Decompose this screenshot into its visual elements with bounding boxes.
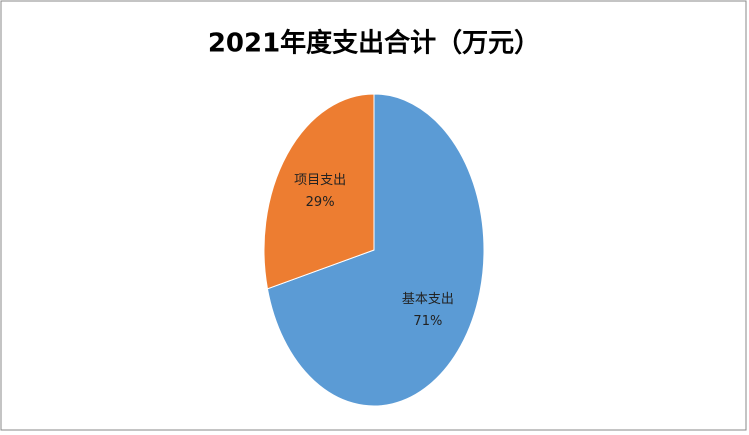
pie-slice <box>263 93 375 290</box>
pie-slice <box>266 93 485 407</box>
chart-title: 2021年度支出合计（万元） <box>208 28 540 59</box>
slice-value-label: 29% <box>306 195 335 210</box>
slice-category-label: 基本支出 <box>402 292 454 307</box>
slice-value-label: 71% <box>413 314 442 329</box>
slice-category-label: 项目支出 <box>294 173 346 188</box>
